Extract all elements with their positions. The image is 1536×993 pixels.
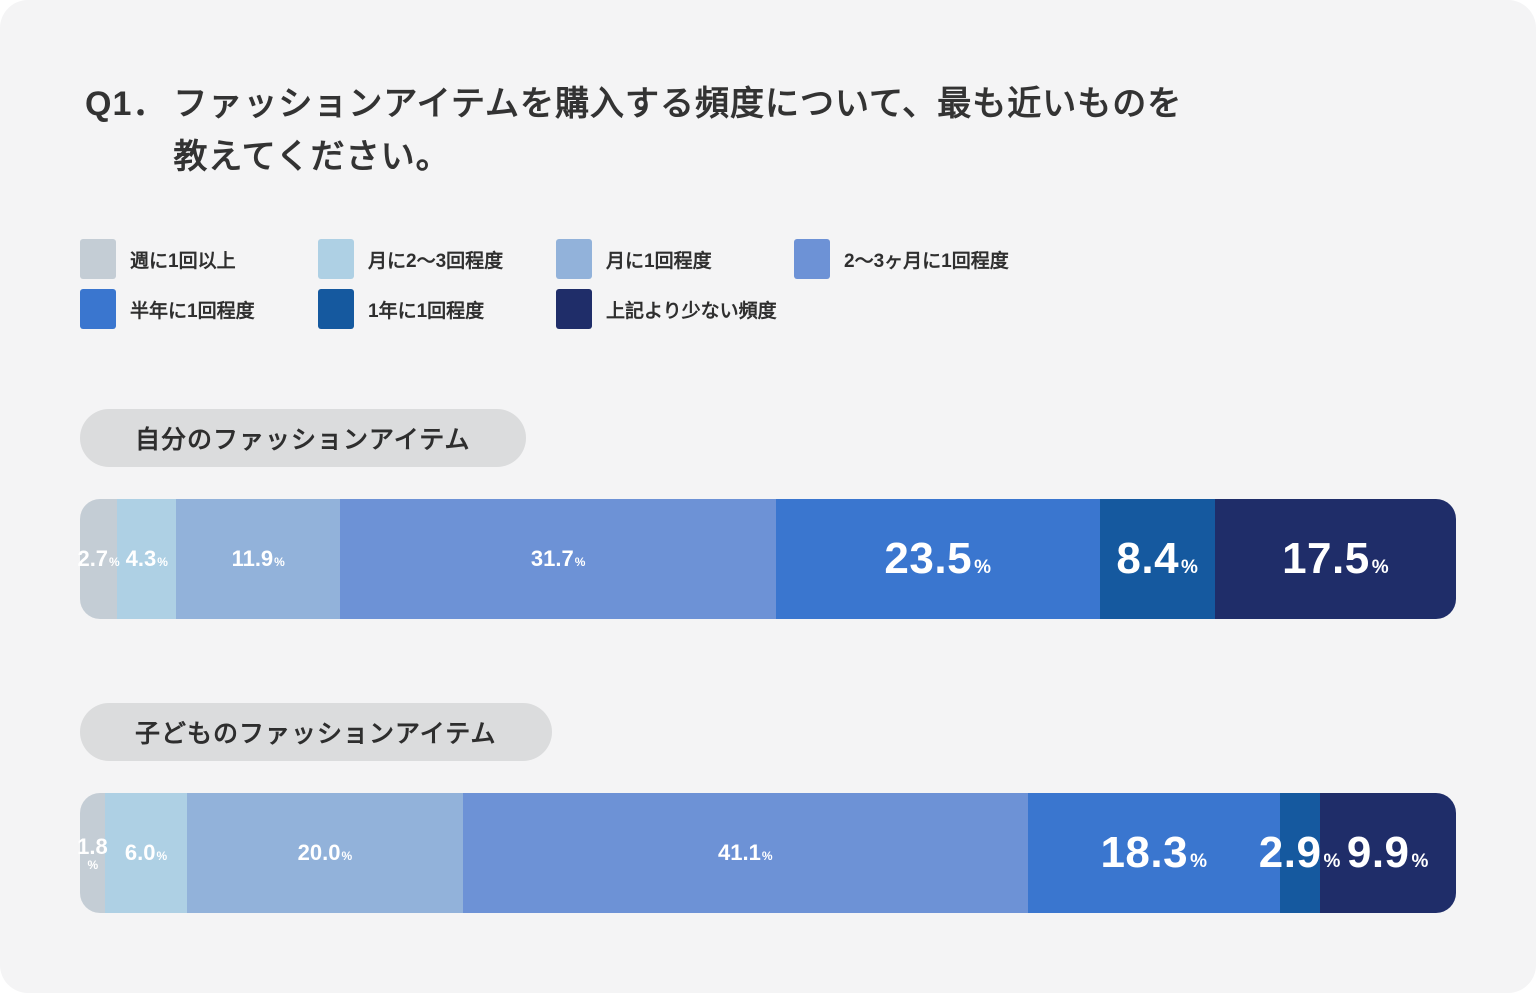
segment-value-label: 4.3% [126,547,168,571]
legend-color-swatch [794,239,830,280]
bar-segment: 8.4% [1099,499,1216,620]
bar-section: 自分のファッションアイテム 2.7% 4.3% 11.9% 31.7% 23.5% 8.4%… [0,329,1536,620]
question-number: Q1． [85,85,168,123]
legend-item: 2〜3ヶ月に1回程度 [794,239,1032,280]
segment-value: 31.7 [530,546,574,572]
segment-value-label: 8.4% [1116,534,1199,584]
legend-color-swatch [318,239,354,280]
question-text-line2: 教えてください。 [173,137,451,176]
bar-segment: 9.9% [1319,793,1456,914]
percent-sign: % [157,555,168,570]
segment-value: 8.4 [1116,534,1180,584]
segment-value-label: 23.5% [884,534,992,584]
segment-value: 6.0 [124,840,156,866]
segment-value: 41.1 [718,840,761,866]
question-title: Q1． ファッションアイテムを購入する頻度について、最も近いものを 教えてくださ… [85,78,1466,183]
segment-value: 17.5 [1282,534,1370,584]
segment-value: 9.9 [1346,828,1410,878]
legend-item-label: 月に1回程度 [606,250,712,272]
segment-value-label: 6.0% [125,841,167,865]
legend-item-label: 1年に1回程度 [368,300,485,322]
legend-item: 月に2〜3回程度 [318,239,556,280]
bar-segment: 18.3% [1028,793,1280,914]
legend-color-swatch [318,289,354,330]
percent-sign: % [156,849,168,864]
legend-item-label: 月に2〜3回程度 [368,250,504,272]
segment-value: 20.0 [297,840,341,866]
percent-sign: % [1323,851,1341,873]
bar-segment: 2.9% [1259,793,1340,914]
bar-segment: 4.3% [117,499,177,620]
question-text: ファッションアイテムを購入する頻度について、最も近いものを 教えてください。 [173,78,1466,183]
legend-color-swatch [80,289,116,330]
legend-color-swatch [556,289,592,330]
series-pill: 自分のファッションアイテム [80,409,526,468]
percent-sign: % [109,555,120,570]
chart-legend: 週に1回以上 月に2〜3回程度 月に1回程度 2〜3ヶ月に1回程度半年に1回程度 1年に… [80,239,1070,330]
series-pill: 子どものファッションアイテム [80,703,552,762]
segment-value-label: 20.0% [298,841,353,865]
legend-color-swatch [556,239,592,280]
segment-value-label: 31.7% [531,547,586,571]
bar-segment: 31.7% [340,499,777,620]
bar-segment: 2.7% [77,499,120,620]
legend-item: 1年に1回程度 [318,289,556,330]
legend-item: 上記より少ない頻度 [556,289,794,330]
segment-value-label: 2.7% [77,547,119,571]
series-pill-label: 自分のファッションアイテム [135,426,471,455]
legend-item-label: 週に1回以上 [130,250,236,272]
segment-value: 11.9 [231,546,274,572]
segment-value-label: 11.9% [232,547,285,571]
percent-sign: % [1371,557,1390,579]
bar-segment: 11.9% [176,499,341,620]
segment-value: 18.3 [1100,828,1189,878]
legend-color-swatch [80,239,116,280]
bar-segment: 17.5% [1215,499,1456,620]
segment-value: 4.3 [125,546,157,572]
bar-segment: 20.0% [187,793,463,914]
bar-segment: 6.0% [104,793,188,914]
legend-item-label: 上記より少ない頻度 [606,300,777,322]
percent-sign: % [974,557,992,579]
bar-segment: 23.5% [776,499,1100,620]
segment-value-label: 9.9% [1346,828,1429,878]
stacked-bar: 2.7% 4.3% 11.9% 31.7% 23.5% 8.4% 17.5% [77,499,1456,620]
legend-item: 月に1回程度 [556,239,794,280]
segment-value-label: 17.5% [1282,534,1390,584]
bar-segment: 41.1% [462,793,1029,914]
bar-segment: 1.8% [77,793,108,914]
segment-value-label: 41.1% [718,841,773,865]
legend-item-label: 2〜3ヶ月に1回程度 [844,250,1009,272]
percent-sign: % [1411,851,1429,873]
percent-sign: % [1190,851,1208,873]
percent-sign: % [1181,557,1199,579]
percent-sign: % [274,555,285,570]
segment-value-label: 18.3% [1100,828,1208,878]
legend-item-label: 半年に1回程度 [130,300,255,322]
stacked-bar: 1.8% 6.0% 20.0% 41.1% 18.3% 2.9% 9.9% [77,793,1456,914]
segment-value: 2.9 [1258,828,1322,878]
legend-item: 半年に1回程度 [80,289,318,330]
segment-value-label: 2.9% [1258,828,1341,878]
percent-sign: % [87,857,99,872]
series-pill-label: 子どものファッションアイテム [135,720,497,749]
chart-sections: 自分のファッションアイテム 2.7% 4.3% 11.9% 31.7% 23.5% 8.4%… [0,329,1536,914]
bar-section: 子どものファッションアイテム 1.8% 6.0% 20.0% 41.1% 18.3% 2.9… [0,619,1536,914]
percent-sign: % [341,849,353,864]
segment-value-label: 1.8% [77,833,108,872]
legend-item: 週に1回以上 [80,239,318,280]
segment-value: 2.7 [77,546,109,572]
percent-sign: % [761,849,773,864]
segment-value: 23.5 [884,534,973,584]
question-text-line1: ファッションアイテムを購入する頻度について、最も近いものを [173,85,1183,123]
percent-sign: % [574,555,586,570]
segment-value: 1.8 [77,833,108,859]
